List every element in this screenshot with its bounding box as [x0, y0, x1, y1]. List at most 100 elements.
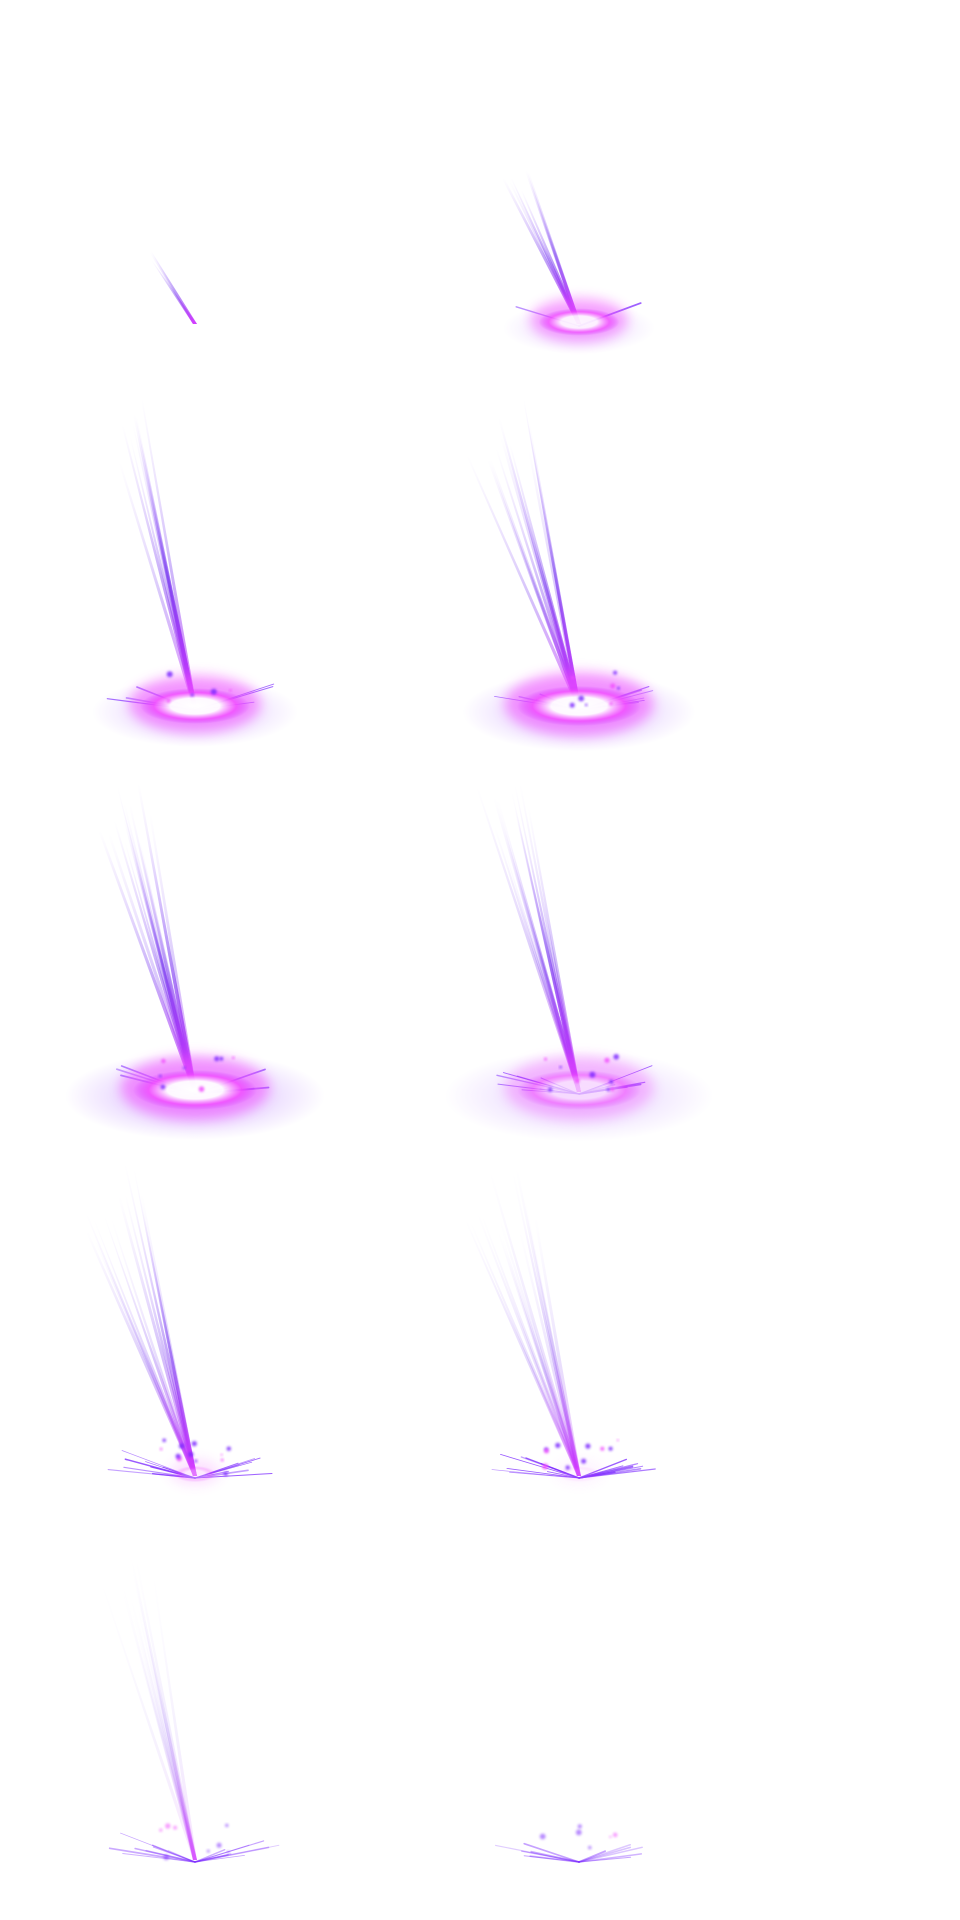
spark-dot [162, 1439, 166, 1443]
spark-dot [229, 689, 231, 691]
frame-7 [0, 1152, 384, 1536]
frame-2 [384, 0, 768, 384]
light-streak [118, 1197, 197, 1476]
effect-canvas-5 [0, 768, 384, 1152]
impact-core [140, 688, 250, 724]
spark-dot [227, 1447, 231, 1451]
spark-dot [227, 1851, 230, 1854]
frame-8 [384, 1152, 768, 1536]
spark-dot [609, 1447, 613, 1451]
spark-dot [609, 1080, 613, 1084]
empty-space [768, 384, 960, 768]
spark-dot [179, 1443, 185, 1449]
spark-dot [610, 684, 615, 689]
light-streak [133, 414, 197, 708]
spark-dot [559, 1066, 562, 1069]
spark-dot [571, 676, 574, 679]
spark-dot [163, 1855, 169, 1861]
spark-dot [575, 1078, 580, 1083]
light-streak [477, 1213, 581, 1476]
light-streak [528, 423, 581, 708]
spark-dot [613, 1833, 618, 1838]
spark-dot [540, 1834, 546, 1840]
empty-space [768, 768, 960, 1152]
impact-core [558, 1466, 600, 1482]
spark-dot [604, 1058, 609, 1063]
light-streak [143, 1217, 197, 1476]
spark-dot [160, 1448, 163, 1451]
frame-9 [0, 1536, 384, 1920]
spark-dot [617, 687, 620, 690]
effect-canvas-9 [0, 1536, 384, 1920]
spark-dot [199, 1086, 205, 1092]
spark-dot [161, 1085, 166, 1090]
frame-3 [0, 384, 384, 768]
spark-dot [183, 1067, 186, 1070]
spark-dot [173, 1826, 177, 1830]
light-streak [470, 1222, 581, 1476]
light-streak [141, 398, 197, 708]
spark-dot [555, 1443, 560, 1448]
frame-6 [384, 768, 768, 1152]
light-streak [528, 451, 581, 708]
impact-core [517, 686, 641, 726]
ground-shard [110, 1848, 195, 1862]
spark-dot [610, 702, 613, 705]
spark-dot [600, 1447, 604, 1451]
frame-4 [384, 384, 768, 768]
light-streak [119, 463, 197, 708]
impact-core [539, 308, 620, 335]
spark-dot [613, 1054, 619, 1060]
light-streak [121, 1582, 197, 1860]
light-streak [133, 425, 198, 709]
effect-canvas-1 [0, 0, 384, 384]
frame-1 [0, 0, 384, 384]
effect-canvas-10 [384, 1536, 768, 1920]
empty-space [768, 1536, 960, 1920]
spark-dot [167, 671, 173, 677]
effect-canvas-2 [384, 0, 768, 384]
spark-dot [548, 1087, 552, 1091]
effect-canvas-8 [384, 1152, 768, 1536]
light-streak [134, 1207, 197, 1476]
spark-dot [613, 671, 617, 675]
spark-dot [221, 1459, 224, 1462]
spark-dot [207, 1850, 210, 1853]
spark-dot [232, 1057, 235, 1060]
spark-dot [211, 689, 217, 695]
spark-dot [570, 703, 575, 708]
spark-dot [165, 1823, 170, 1828]
spark-dot [578, 1824, 582, 1828]
ground-shard [195, 1847, 268, 1862]
spark-dot [225, 1824, 228, 1827]
spark-dot [167, 699, 171, 703]
light-streak [108, 834, 197, 1092]
spark-dot [609, 1836, 611, 1838]
spark-dot [588, 1846, 591, 1849]
light-streak [123, 819, 197, 1092]
spark-dot [544, 1449, 549, 1454]
spark-dot [607, 1088, 610, 1091]
spark-dot [576, 1830, 582, 1836]
empty-space [768, 1152, 960, 1536]
spark-dot [585, 704, 588, 707]
spark-dot [159, 1075, 162, 1078]
spark-dot [224, 1472, 228, 1476]
effect-canvas-4 [384, 384, 768, 768]
effect-canvas-6 [384, 768, 768, 1152]
effect-canvas-3 [0, 384, 384, 768]
empty-space [768, 0, 960, 384]
spark-dot [192, 1441, 197, 1446]
spark-dot [194, 1460, 197, 1463]
spark-dot [161, 1059, 165, 1063]
light-streak [500, 437, 581, 708]
spark-dot [214, 1056, 219, 1061]
light-streak [150, 253, 197, 324]
spark-dot [217, 1843, 222, 1848]
spark-dot [566, 1465, 570, 1469]
light-streak [514, 785, 581, 1092]
spark-dot [585, 1444, 590, 1449]
spark-dot [191, 693, 194, 696]
frame-10 [384, 1536, 768, 1920]
